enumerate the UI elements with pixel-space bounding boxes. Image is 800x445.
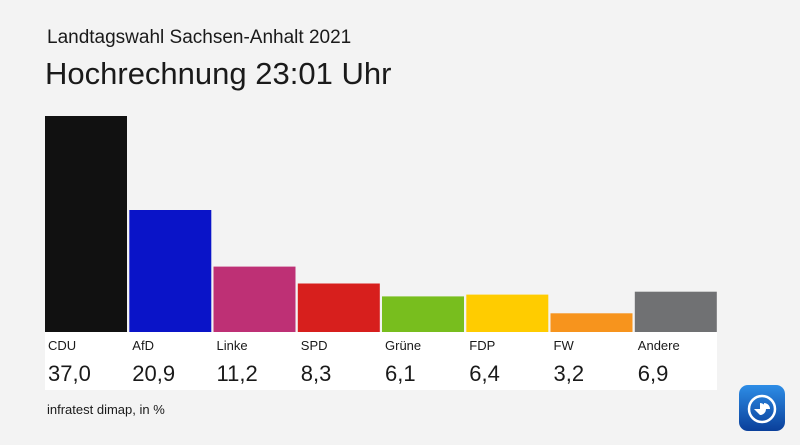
data-label-fdp: 6,4 bbox=[469, 361, 500, 386]
bar-linke bbox=[213, 266, 296, 332]
tick-label-fw: FW bbox=[553, 338, 574, 353]
data-label-grüne: 6,1 bbox=[385, 361, 416, 386]
chart-subtitle: Landtagswahl Sachsen-Anhalt 2021 bbox=[47, 27, 352, 48]
tick-label-grüne: Grüne bbox=[385, 338, 422, 353]
tick-label-cdu: CDU bbox=[48, 338, 77, 353]
bar-spd bbox=[297, 283, 380, 332]
data-label-spd: 8,3 bbox=[300, 361, 332, 386]
tick-label-spd: SPD bbox=[300, 338, 328, 353]
label-panel bbox=[45, 332, 717, 390]
bar-grüne bbox=[382, 296, 464, 332]
bar-fdp bbox=[466, 294, 549, 332]
data-label-afd: 20,9 bbox=[132, 361, 176, 386]
chart-title: Hochrechnung 23:01 Uhr bbox=[45, 56, 392, 91]
tick-label-andere: Andere bbox=[637, 338, 680, 353]
data-label-andere: 6,9 bbox=[637, 361, 669, 386]
tick-label-linke: Linke bbox=[216, 338, 248, 353]
bar-fw bbox=[550, 313, 633, 332]
bar-andere bbox=[634, 291, 717, 332]
ard-tagesschau-logo-icon bbox=[739, 385, 785, 431]
source-note: infratest dimap, in % bbox=[47, 402, 165, 417]
bar-cdu bbox=[45, 116, 127, 332]
bar-afd bbox=[129, 210, 212, 332]
tick-label-afd: AfD bbox=[132, 338, 154, 353]
tick-label-fdp: FDP bbox=[469, 338, 496, 353]
data-label-linke: 11,2 bbox=[216, 361, 258, 386]
data-label-fw: 3,2 bbox=[553, 361, 585, 386]
data-label-cdu: 37,0 bbox=[48, 361, 91, 386]
